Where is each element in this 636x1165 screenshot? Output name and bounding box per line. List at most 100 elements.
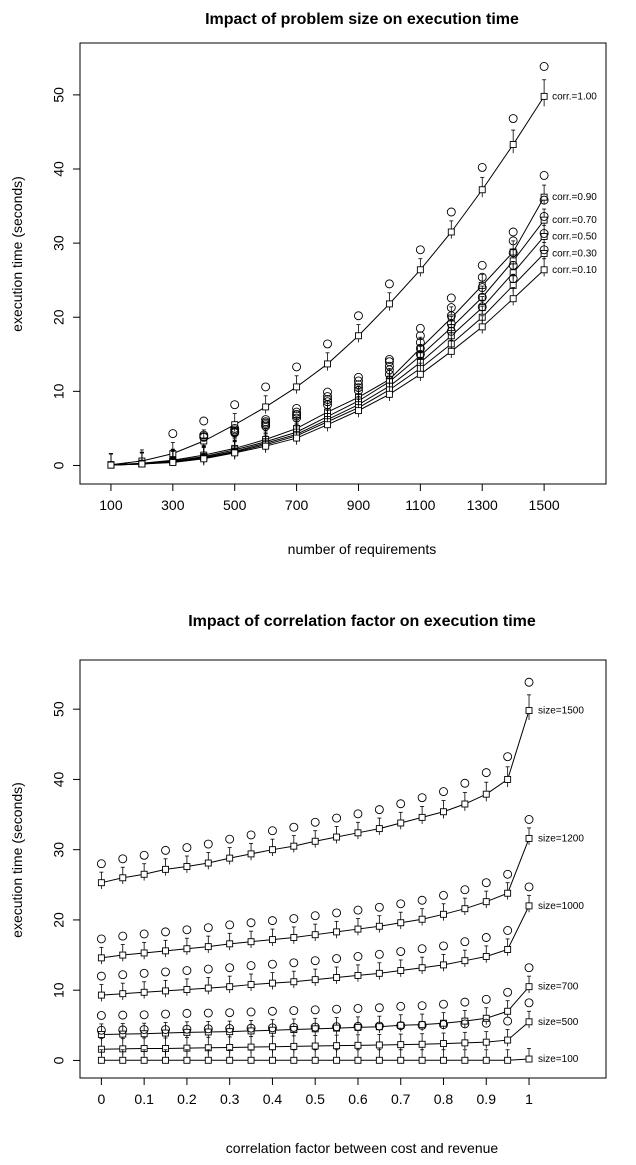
data-point <box>539 170 549 205</box>
outlier-circle <box>396 799 406 809</box>
data-point <box>481 878 491 908</box>
outlier-circle <box>353 952 363 961</box>
data-point <box>374 1021 384 1052</box>
box-marker <box>268 979 276 987</box>
series-label: corr.=0.10 <box>552 265 597 276</box>
data-point <box>481 768 491 802</box>
series: corr.=1.00 <box>107 62 597 469</box>
x-tick-label: 500 <box>223 497 247 513</box>
outlier-circle <box>353 809 363 819</box>
outlier-circle <box>96 934 106 944</box>
outlier-circle <box>203 839 213 849</box>
data-point <box>417 793 427 824</box>
box-marker <box>200 455 208 463</box>
x-tick-label: 1 <box>525 1091 533 1107</box>
data-point <box>183 1049 191 1064</box>
series: corr.=0.30 <box>107 229 597 469</box>
outlier-circle <box>396 947 406 956</box>
outlier-circle <box>139 929 149 939</box>
data-point <box>96 934 106 965</box>
series: corr.=0.70 <box>107 195 597 469</box>
outlier-circle <box>477 283 487 293</box>
y-tick-label: 50 <box>51 701 67 717</box>
data-point <box>261 421 271 453</box>
outlier-circle <box>384 279 394 289</box>
outlier-circle <box>384 369 394 379</box>
data-point <box>504 1049 512 1064</box>
outlier-circle <box>246 1007 256 1017</box>
box-marker <box>311 1025 319 1033</box>
box-marker <box>290 1026 298 1033</box>
data-point <box>460 997 470 1028</box>
data-point <box>460 937 470 968</box>
outlier-circle <box>323 397 332 407</box>
outlier-circle <box>225 920 235 930</box>
box-marker <box>540 92 548 100</box>
outlier-circle <box>446 207 456 217</box>
outlier-circle <box>439 787 448 797</box>
series-label: corr.=1.00 <box>552 91 597 102</box>
data-point <box>524 815 534 845</box>
box-marker <box>324 421 331 429</box>
box-marker <box>119 990 127 998</box>
data-point <box>539 62 549 107</box>
data-point <box>446 207 456 239</box>
box-marker <box>290 842 298 850</box>
outlier-circle <box>203 1008 213 1018</box>
box-marker <box>226 1056 234 1064</box>
outlier-circle <box>524 882 534 892</box>
box-marker <box>247 1056 255 1064</box>
box-marker <box>324 360 331 368</box>
series-label: corr.=0.70 <box>552 215 597 226</box>
data-point <box>374 949 384 980</box>
box-marker <box>461 1039 469 1047</box>
box-marker <box>204 859 212 867</box>
data-point <box>310 956 320 986</box>
box-marker <box>440 808 447 816</box>
box-marker <box>418 813 426 821</box>
box-marker <box>418 915 426 923</box>
data-point <box>290 1049 298 1064</box>
outlier-circle <box>323 387 332 397</box>
outlier-circle <box>118 970 128 980</box>
box-marker <box>290 978 298 986</box>
outlier-circle <box>118 1010 128 1020</box>
outlier-circle <box>261 421 271 431</box>
box-marker <box>397 1056 405 1064</box>
outlier-circle <box>161 1009 170 1019</box>
series-label: corr.=0.30 <box>552 248 597 259</box>
data-point <box>203 964 213 995</box>
data-point <box>267 916 277 946</box>
data-point <box>384 279 394 311</box>
data-point <box>311 1049 319 1064</box>
outlier-circle <box>460 778 470 788</box>
outlier-circle <box>415 323 425 333</box>
data-point <box>182 925 192 956</box>
data-point <box>332 954 342 984</box>
box-marker <box>418 1056 426 1064</box>
series: size=1500 <box>96 677 584 890</box>
box-marker <box>482 953 490 960</box>
data-point <box>503 752 513 788</box>
x-axis-label: number of requirements <box>288 541 437 557</box>
box-marker <box>333 974 341 981</box>
data-point <box>119 1049 127 1064</box>
outlier-circle <box>182 925 192 935</box>
box-marker <box>525 1055 533 1063</box>
box-marker <box>525 834 533 842</box>
outlier-circle <box>524 998 534 1008</box>
outlier-circle <box>539 245 549 255</box>
data-point <box>481 933 491 963</box>
box-marker <box>440 961 447 969</box>
data-point <box>292 413 302 445</box>
box-marker <box>268 846 276 854</box>
outlier-circle <box>118 931 128 941</box>
outlier-circle <box>477 292 487 302</box>
box-marker <box>397 967 405 974</box>
box-marker <box>354 971 362 979</box>
data-point <box>396 899 406 930</box>
data-point <box>200 447 208 466</box>
outlier-circle <box>415 331 425 341</box>
outlier-circle <box>332 1004 342 1014</box>
data-point <box>140 1049 148 1064</box>
